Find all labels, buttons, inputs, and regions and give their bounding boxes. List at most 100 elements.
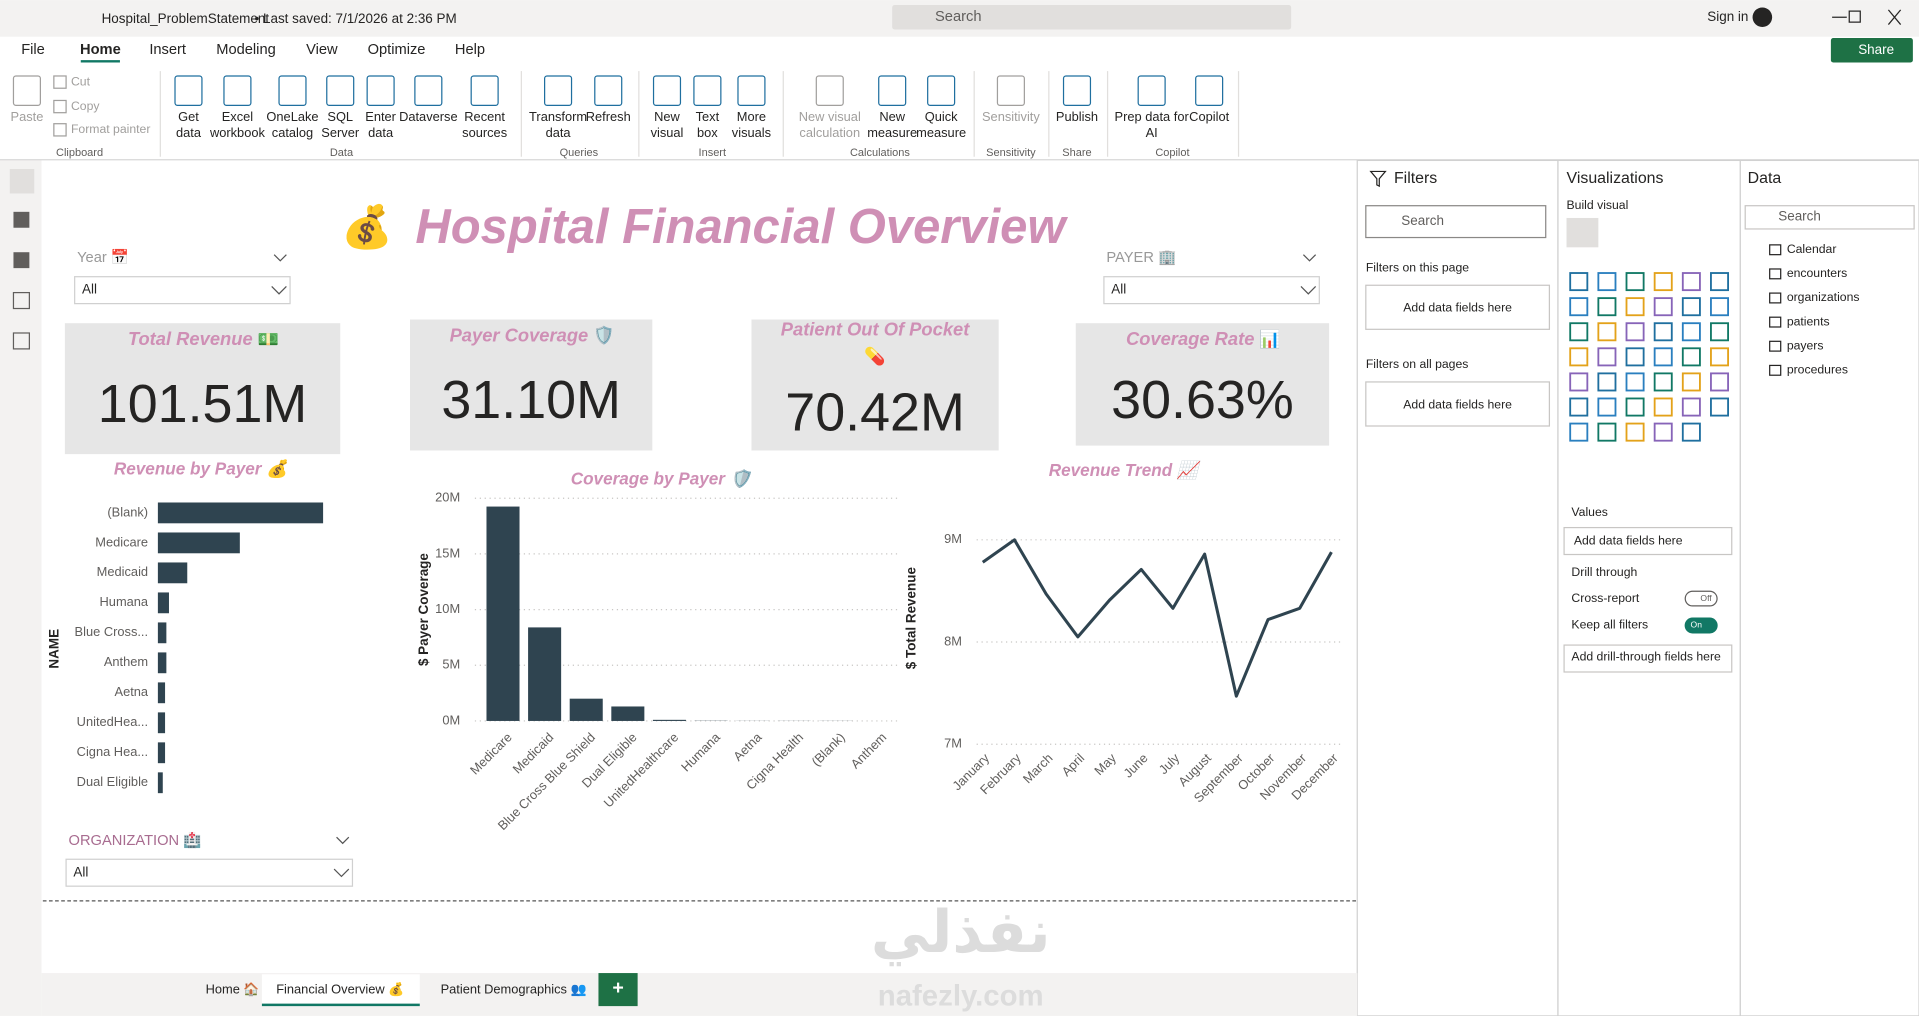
menu-tab[interactable]: View: [306, 42, 338, 58]
model-view-icon[interactable]: [13, 252, 30, 269]
share-label[interactable]: Share: [1858, 42, 1894, 57]
table-name[interactable]: encounters: [1787, 266, 1847, 280]
ribbon-icon[interactable]: [1195, 75, 1224, 106]
ribbon-icon[interactable]: [414, 75, 443, 106]
slicer-chevron[interactable]: [273, 254, 287, 262]
ribbon-icon[interactable]: [1062, 75, 1092, 106]
visual-type-icon[interactable]: [1625, 272, 1645, 292]
ribbon-button-label[interactable]: data: [368, 125, 394, 140]
visual-type-icon[interactable]: [1653, 272, 1673, 292]
ribbon-button-label[interactable]: data: [176, 125, 202, 140]
active-page-tab[interactable]: [261, 974, 420, 1007]
ribbon-button-label[interactable]: Text: [696, 109, 720, 124]
ribbon-button-label[interactable]: Publish: [1056, 109, 1098, 124]
visual-type-icon[interactable]: [1569, 397, 1589, 417]
ribbon-button-label[interactable]: New visual: [799, 109, 861, 124]
table-name[interactable]: Calendar: [1787, 242, 1837, 256]
ribbon-icon[interactable]: [53, 75, 67, 89]
visual-type-icon[interactable]: [1681, 397, 1701, 417]
ribbon-button-label[interactable]: SQL: [327, 109, 353, 124]
visual-type-icon[interactable]: [1625, 422, 1645, 442]
visual-type-icon[interactable]: [1597, 372, 1617, 392]
ribbon-button-label[interactable]: Copilot: [1189, 109, 1229, 124]
visual-type-icon[interactable]: [1681, 422, 1701, 442]
filter-search[interactable]: [1365, 205, 1547, 239]
visual-type-icon[interactable]: [1625, 347, 1645, 367]
ribbon-button-label[interactable]: Copy: [71, 99, 100, 113]
visual-type-icon[interactable]: [1597, 422, 1617, 442]
tmdl-view-icon[interactable]: [12, 332, 30, 350]
toggle[interactable]: [1684, 590, 1718, 607]
drop-zone[interactable]: [1563, 644, 1733, 673]
visual-type-icon[interactable]: [1625, 397, 1645, 417]
ribbon-icon[interactable]: [996, 75, 1025, 106]
ribbon-button-label[interactable]: Paste: [11, 109, 44, 124]
ribbon-button-label[interactable]: Quick: [925, 109, 958, 124]
ribbon-button-label[interactable]: measure: [916, 125, 966, 140]
menu-tab[interactable]: File: [21, 42, 45, 58]
ribbon-button-label[interactable]: AI: [1146, 125, 1158, 140]
visual-type-icon[interactable]: [1569, 297, 1589, 317]
menu-tab[interactable]: Modeling: [216, 42, 276, 58]
drop-zone[interactable]: [1365, 284, 1551, 330]
add-page-plus[interactable]: +: [612, 977, 623, 999]
ribbon-icon[interactable]: [366, 75, 395, 106]
slicer-chevron[interactable]: [1302, 254, 1317, 262]
drop-zone[interactable]: [1563, 526, 1733, 556]
dropdown-chevron[interactable]: [271, 286, 287, 295]
ribbon-icon[interactable]: [693, 75, 722, 106]
visual-type-icon[interactable]: [1625, 297, 1645, 317]
table-name[interactable]: patients: [1787, 314, 1830, 328]
table-name[interactable]: procedures: [1787, 363, 1848, 377]
ribbon-button-label[interactable]: Enter: [365, 109, 396, 124]
ribbon-icon[interactable]: [737, 75, 766, 106]
ribbon-button-label[interactable]: New: [654, 109, 680, 124]
dax-view-icon[interactable]: [12, 291, 30, 310]
ribbon-icon[interactable]: [12, 75, 41, 106]
ribbon-button-label[interactable]: data: [546, 125, 572, 140]
visual-type-icon[interactable]: [1597, 322, 1617, 342]
ribbon-button-label[interactable]: sources: [462, 125, 507, 140]
ribbon-icon[interactable]: [223, 75, 252, 106]
page-tab[interactable]: Home 🏠: [206, 982, 260, 997]
account-icon[interactable]: [1752, 7, 1773, 28]
window-control[interactable]: [1848, 10, 1861, 23]
visual-type-icon[interactable]: [1569, 372, 1589, 392]
visual-type-icon[interactable]: [1710, 347, 1729, 367]
ribbon-icon[interactable]: [927, 75, 956, 106]
ribbon-button-label[interactable]: Get: [178, 109, 199, 124]
menu-tab[interactable]: Insert: [149, 42, 186, 58]
visual-type-icon[interactable]: [1681, 297, 1701, 317]
dropdown-chevron[interactable]: [333, 868, 350, 878]
window-control[interactable]: [1887, 9, 1902, 25]
visual-type-icon[interactable]: [1653, 397, 1673, 417]
ribbon-button-label[interactable]: Cut: [71, 74, 91, 88]
visual-type-icon[interactable]: [1681, 272, 1701, 292]
ribbon-icon[interactable]: [594, 75, 623, 106]
visual-type-icon[interactable]: [1653, 322, 1673, 342]
visual-type-icon[interactable]: [1710, 272, 1729, 292]
ribbon-icon[interactable]: [652, 75, 682, 106]
slicer-chevron[interactable]: [336, 836, 350, 845]
visual-type-icon[interactable]: [1569, 272, 1589, 292]
build-visual-tab[interactable]: [1566, 217, 1599, 248]
search-box[interactable]: [892, 4, 1292, 30]
toggle[interactable]: [1684, 617, 1718, 634]
sign-in[interactable]: Sign in: [1707, 9, 1748, 24]
ribbon-button-label[interactable]: Recent: [464, 109, 505, 124]
slicer-dropdown[interactable]: [65, 858, 354, 887]
page-tab[interactable]: Patient Demographics 👥: [441, 982, 587, 997]
ribbon-icon[interactable]: [470, 75, 499, 106]
report-view-icon[interactable]: [9, 168, 35, 194]
page-tab[interactable]: Financial Overview 💰: [276, 982, 404, 998]
ribbon-icon[interactable]: [53, 123, 67, 137]
ribbon-button-label[interactable]: measure: [867, 125, 917, 140]
ribbon-button-label[interactable]: workbook: [209, 125, 266, 140]
ribbon-icon[interactable]: [174, 75, 203, 106]
menu-tab[interactable]: Home: [80, 42, 121, 58]
menu-tab[interactable]: Help: [455, 42, 485, 58]
ribbon-button-label[interactable]: calculation: [799, 125, 860, 140]
ribbon-button-label[interactable]: Prep data for: [1115, 109, 1190, 124]
dropdown-chevron[interactable]: [1300, 286, 1317, 295]
ribbon-button-label[interactable]: Sensitivity: [982, 109, 1040, 124]
